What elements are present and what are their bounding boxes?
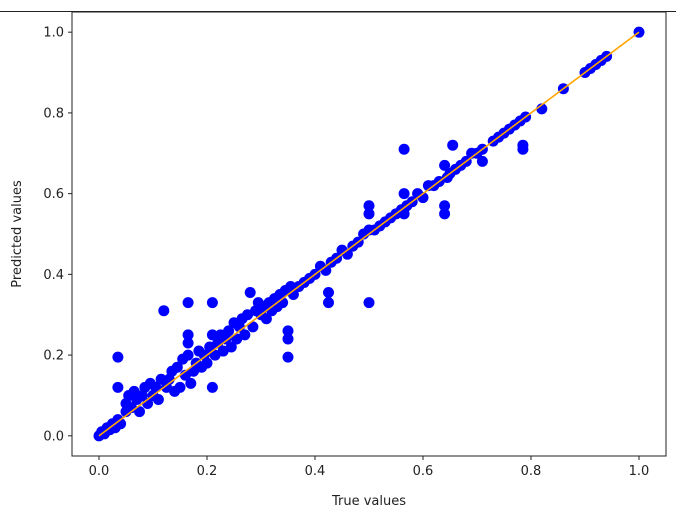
data-point	[201, 357, 213, 369]
data-point	[182, 329, 194, 341]
data-point	[282, 351, 294, 363]
data-point	[260, 313, 272, 325]
data-point	[112, 381, 124, 393]
data-point	[182, 337, 194, 349]
data-point	[174, 381, 186, 393]
y-tick-label: 0.8	[43, 106, 64, 121]
y-tick-label: 0.4	[43, 268, 64, 283]
data-point	[244, 287, 256, 299]
data-point	[323, 287, 334, 299]
data-point	[225, 341, 237, 353]
data-point	[439, 159, 451, 171]
data-point	[323, 297, 334, 309]
data-point	[398, 188, 410, 200]
data-point	[398, 143, 410, 155]
x-axis-label: True values	[331, 494, 406, 509]
x-axis: 0.0 0.2 0.4 0.6 0.8 1.0	[89, 456, 650, 479]
y-tick-label: 0.6	[43, 187, 64, 202]
data-point	[206, 381, 218, 393]
data-point	[182, 297, 194, 309]
x-tick-label: 0.6	[413, 464, 434, 479]
data-point	[152, 393, 164, 405]
data-point	[231, 333, 243, 345]
data-point	[112, 351, 124, 363]
data-point	[182, 349, 194, 361]
data-point	[439, 200, 451, 212]
x-tick-label: 0.4	[305, 464, 326, 479]
y-axis: 0.0 0.2 0.4 0.6 0.8 1.0	[43, 26, 72, 444]
data-point	[247, 321, 259, 333]
data-point	[242, 309, 253, 321]
data-point	[217, 345, 229, 357]
data-point	[209, 349, 221, 361]
x-tick-label: 1.0	[629, 464, 650, 479]
data-point	[447, 139, 459, 151]
data-point	[185, 377, 197, 389]
y-tick-label: 0.0	[43, 429, 64, 444]
y-tick-label: 1.0	[43, 26, 64, 41]
data-point	[206, 329, 218, 341]
data-point	[363, 200, 375, 212]
data-point	[282, 325, 294, 337]
data-point	[206, 297, 218, 309]
data-point	[158, 305, 170, 317]
data-point	[363, 208, 375, 220]
data-point	[150, 381, 162, 393]
data-point	[439, 208, 451, 220]
data-point	[204, 341, 216, 353]
x-tick-label: 0.0	[89, 464, 110, 479]
data-point	[239, 329, 251, 341]
data-point	[155, 373, 167, 385]
y-axis-label: Predicted values	[10, 180, 25, 288]
data-point	[134, 406, 145, 418]
data-point	[282, 333, 294, 345]
x-tick-label: 0.2	[197, 464, 218, 479]
x-tick-label: 0.8	[521, 464, 542, 479]
reference-line	[98, 31, 640, 437]
y-tick-label: 0.2	[43, 349, 64, 364]
data-point	[171, 361, 183, 373]
plot-frame	[71, 11, 667, 457]
data-point	[476, 155, 488, 167]
data-point	[517, 143, 529, 155]
data-point	[363, 297, 375, 309]
data-point	[223, 325, 235, 337]
